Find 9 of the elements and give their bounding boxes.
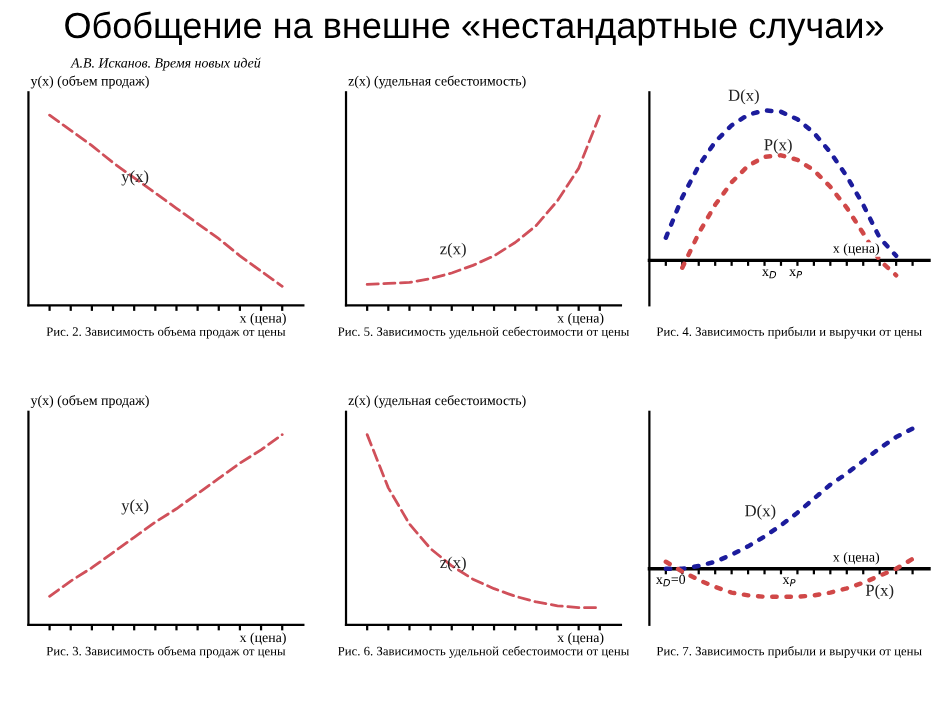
series-label: z(x) [440,556,466,572]
series-label: y(x) [121,170,149,186]
series-label: P(x) [764,138,792,154]
series-label: D(x) [728,89,759,105]
text: Обобщение на внешне «нестандартные случаи» [65,11,884,46]
series-label: P(x) [865,584,894,600]
series-label: y(x) [121,499,149,515]
series-label: z(x) [440,242,466,258]
series-label: D(x) [745,504,776,520]
